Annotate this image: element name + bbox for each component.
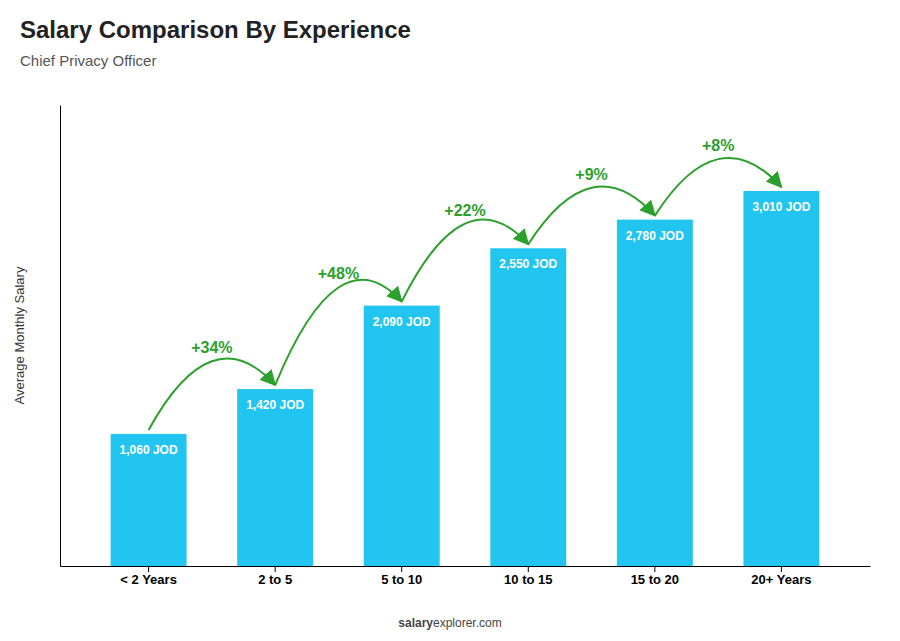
tick-label: 10 to 15 bbox=[504, 572, 552, 587]
subtitle: Chief Privacy Officer bbox=[20, 52, 156, 69]
annotation: +48% bbox=[318, 265, 359, 282]
footer: salaryexplorer.com bbox=[398, 616, 501, 630]
chart: Salary Comparison By Experience Chief Pri… bbox=[0, 0, 900, 641]
tick-mark bbox=[654, 566, 655, 572]
data-label: 1,420 JOD bbox=[246, 398, 304, 412]
arrow bbox=[275, 280, 402, 385]
footer-part: explorer.com bbox=[433, 616, 502, 630]
tick: 2 to 5 bbox=[258, 566, 292, 587]
data-label: 2,550 JOD bbox=[499, 257, 557, 271]
tick-mark bbox=[528, 566, 529, 572]
annotation: +8% bbox=[702, 137, 734, 154]
data-label: 3,010 JOD bbox=[752, 200, 810, 214]
data-label: 2,780 JOD bbox=[626, 229, 684, 243]
tick-label: 20+ Years bbox=[751, 572, 811, 587]
bar bbox=[364, 306, 440, 566]
bar bbox=[111, 434, 187, 566]
tick-mark bbox=[781, 566, 782, 572]
data-label: 1,060 JOD bbox=[120, 443, 178, 457]
annotation: +22% bbox=[444, 202, 485, 219]
title: Salary Comparison By Experience bbox=[20, 16, 411, 43]
bars bbox=[111, 191, 820, 566]
arrow bbox=[528, 187, 655, 245]
arrow bbox=[402, 219, 529, 301]
bar bbox=[237, 389, 313, 566]
bar bbox=[743, 191, 819, 566]
arrow bbox=[655, 158, 782, 216]
bar bbox=[617, 220, 693, 566]
annotations: +34% +48% +22% +9% +8% bbox=[149, 137, 782, 430]
y-axis-title: Average Monthly Salary bbox=[12, 266, 27, 404]
annotation: +9% bbox=[575, 166, 607, 183]
tick-mark bbox=[401, 566, 402, 572]
tick: < 2 Years bbox=[120, 566, 177, 587]
tick-label: 15 to 20 bbox=[631, 572, 679, 587]
chart-container: Salary Comparison By Experience Chief Pri… bbox=[0, 0, 900, 641]
x-axis: < 2 Years 2 to 5 5 to 10 10 to 15 15 to 20 20… bbox=[61, 566, 871, 587]
tick: 10 to 15 bbox=[504, 566, 552, 587]
data-labels: 1,060 JOD 1,420 JOD 2,090 JOD 2,550 JOD 2,78… bbox=[120, 200, 811, 457]
y-axis bbox=[60, 106, 61, 567]
data-label: 2,090 JOD bbox=[373, 315, 431, 329]
tick-label: < 2 Years bbox=[120, 572, 177, 587]
tick-label: 5 to 10 bbox=[381, 572, 422, 587]
axis-line bbox=[61, 566, 871, 567]
tick-mark bbox=[275, 566, 276, 572]
tick: 15 to 20 bbox=[631, 566, 679, 587]
axis-line bbox=[60, 106, 61, 567]
tick-mark bbox=[148, 566, 149, 572]
footer-part: salary bbox=[398, 616, 433, 630]
annotation: +34% bbox=[191, 339, 232, 356]
arrow bbox=[149, 359, 276, 430]
tick: 20+ Years bbox=[751, 566, 811, 587]
tick: 5 to 10 bbox=[381, 566, 422, 587]
tick-label: 2 to 5 bbox=[258, 572, 292, 587]
bar bbox=[490, 248, 566, 566]
